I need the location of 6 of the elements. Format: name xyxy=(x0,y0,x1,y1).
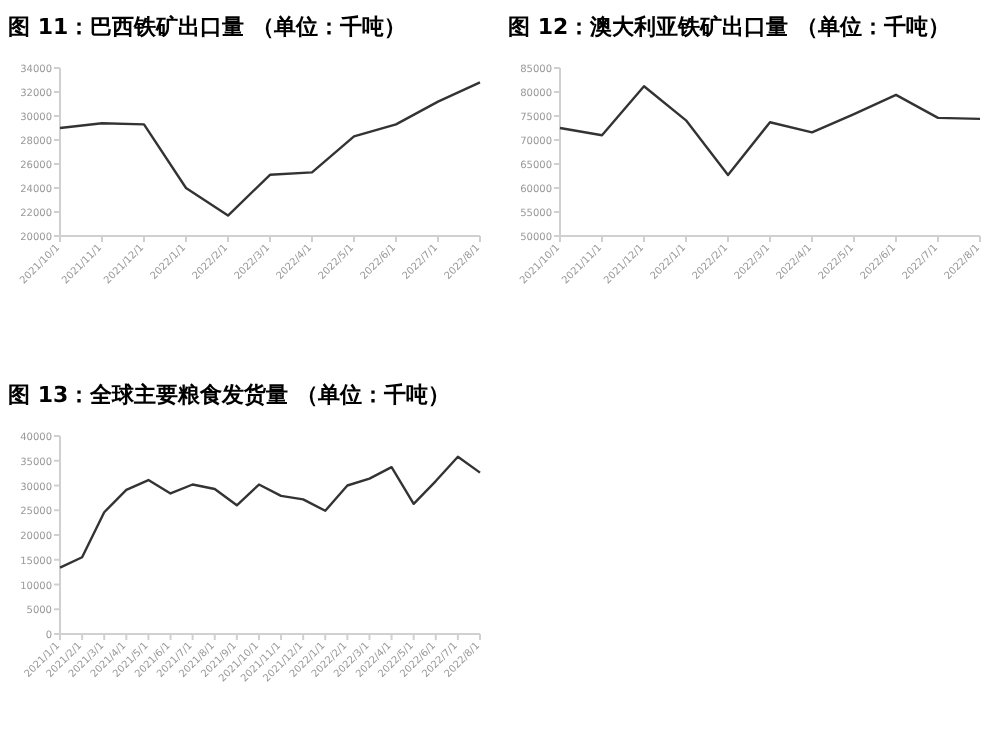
line-series xyxy=(58,455,482,569)
chart-title: 图 13：全球主要粮食发货量 （单位：千吨） xyxy=(8,380,450,410)
line-series xyxy=(58,81,482,217)
chart-title: 图 12：澳大利亚铁矿出口量 （单位：千吨） xyxy=(508,12,950,42)
line-series xyxy=(558,85,982,177)
chart-title: 图 11：巴西铁矿出口量 （单位：千吨） xyxy=(8,12,406,42)
